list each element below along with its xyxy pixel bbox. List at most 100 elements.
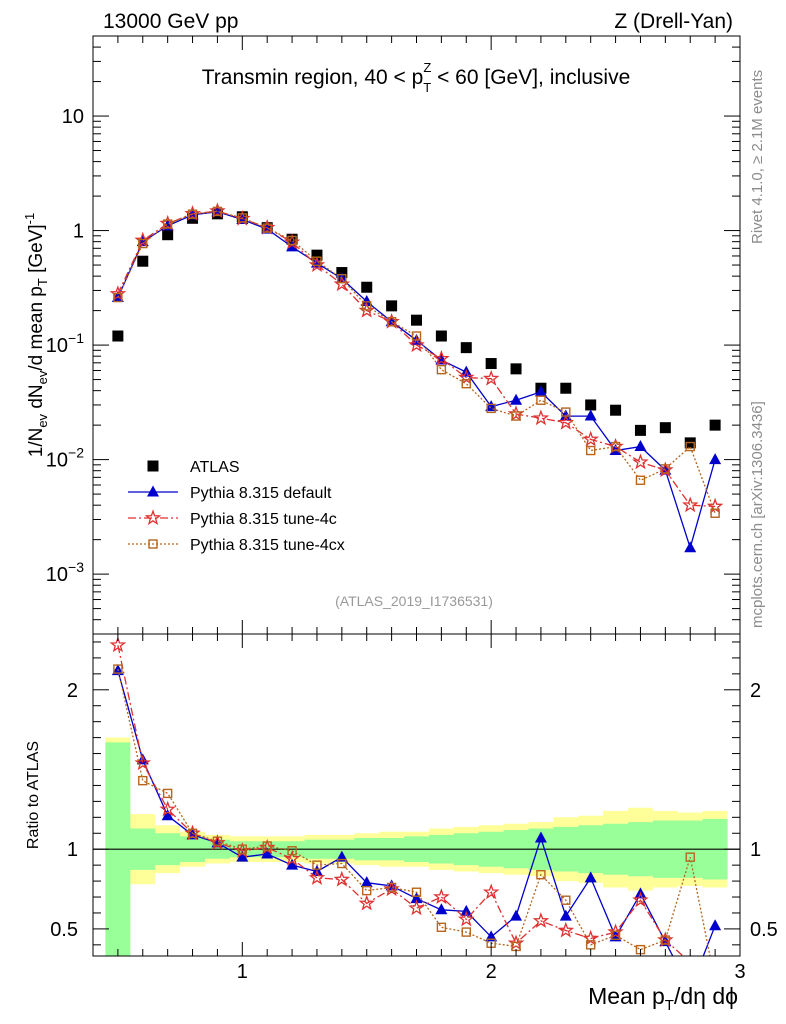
- plot-title: Transmin region, 40 < pZ T < 60 [GeV], in…: [202, 60, 631, 95]
- ratio-point: [287, 846, 297, 856]
- data-point: [632, 453, 649, 470]
- main-data-layer: [109, 202, 724, 553]
- data-point: [209, 202, 226, 219]
- ratio-point: [212, 836, 223, 846]
- ratio-point: [308, 869, 326, 885]
- ratio-point: [689, 953, 692, 956]
- ratio-point: [435, 903, 448, 915]
- ratio-y-tick-label: 2: [67, 680, 78, 702]
- ratio-frame: [92, 633, 741, 957]
- data-point: [660, 464, 671, 474]
- ratio-point: [333, 870, 351, 887]
- legend-item: Pythia 8.315 default: [128, 485, 332, 502]
- data-point: [534, 385, 547, 397]
- ratio-point: [187, 828, 198, 838]
- data-point: [138, 238, 148, 249]
- legend-label: Pythia 8.315 default: [190, 485, 332, 502]
- data-point: [308, 256, 326, 273]
- ratio-point: [461, 927, 471, 937]
- ratio-series-clip: [109, 636, 722, 982]
- ratio-point: [162, 788, 173, 799]
- data-point: [681, 496, 699, 513]
- ratio-point: [559, 909, 572, 921]
- ratio-y-tick-label: 0.5: [50, 919, 78, 941]
- data-point: [286, 233, 298, 245]
- data-point: [485, 400, 498, 412]
- data-point: [113, 292, 123, 303]
- ratio-point: [482, 883, 500, 900]
- data-point: [435, 330, 447, 342]
- data-point: [411, 331, 422, 341]
- ratio-point: [262, 841, 272, 851]
- data-point: [536, 395, 546, 405]
- data-point: [311, 249, 323, 261]
- ratio-point: [557, 921, 575, 938]
- data-point: [684, 541, 697, 553]
- data-point: [162, 229, 174, 241]
- data-point: [582, 430, 600, 447]
- data-point: [634, 424, 646, 436]
- data-point: [585, 445, 596, 456]
- data-point: [360, 295, 373, 307]
- data-point: [337, 273, 347, 284]
- data-point: [212, 206, 223, 217]
- data-point: [709, 453, 722, 465]
- plot-title-sub: T: [423, 80, 431, 95]
- data-point: [685, 441, 695, 452]
- ratio-point: [362, 885, 372, 896]
- y-tick-label: 10: [62, 106, 84, 128]
- data-point: [383, 313, 400, 329]
- data-point: [561, 407, 571, 417]
- ratio-y-tick-label-right: 1: [750, 839, 761, 861]
- ratio-point: [632, 891, 649, 908]
- ratio-point: [709, 970, 722, 982]
- ratio-point: [337, 858, 347, 869]
- ratio-point: [138, 775, 148, 786]
- ratio-point: [585, 940, 596, 950]
- ratio-point: [184, 824, 201, 841]
- data-point: [634, 440, 647, 452]
- ratio-point: [411, 887, 422, 897]
- main-series-clip: [109, 202, 724, 553]
- ratio-point: [410, 892, 423, 904]
- y-tick-label: 1: [73, 221, 84, 243]
- ratio-point: [536, 870, 546, 880]
- data-point: [610, 404, 622, 416]
- data-point: [585, 399, 597, 411]
- ratio-axes: 0.5 0.5 1 1 2 2 1 2 3: [50, 634, 778, 983]
- ratio-point: [159, 800, 176, 817]
- ratio-point: [237, 844, 248, 854]
- data-point: [461, 379, 471, 389]
- legend-label: Pythia 8.315 tune-4cx: [190, 537, 345, 554]
- rivet-version-label: Rivet 4.1.0, ≥ 2.1M events: [749, 70, 766, 244]
- data-point: [361, 281, 373, 293]
- data-point: [482, 369, 500, 386]
- data-point: [510, 393, 523, 405]
- ratio-point: [532, 912, 550, 928]
- data-point: [486, 403, 496, 414]
- plot-title-post: < 60 [GeV], inclusive: [431, 66, 630, 89]
- y-tick-label: 10−1: [46, 330, 84, 357]
- data-point: [287, 235, 297, 246]
- data-point: [635, 475, 646, 485]
- ratio-uncertainty-bands: [93, 737, 740, 956]
- data-point: [507, 405, 525, 422]
- header-right: Z (Drell-Yan): [614, 10, 733, 33]
- data-point: [659, 422, 671, 434]
- data-point: [137, 255, 149, 267]
- ratio-point: [161, 809, 174, 821]
- legend-item: Pythia 8.315 tune-4cx: [128, 537, 345, 554]
- legend-marker: [147, 485, 159, 497]
- data-point: [258, 219, 276, 235]
- x-tick-label: 1: [237, 961, 248, 983]
- ratio-point: [561, 895, 571, 905]
- ratio-point: [433, 888, 450, 905]
- ratio-point: [657, 931, 674, 948]
- ratio-point: [408, 899, 425, 916]
- ratio-line: [117, 668, 711, 956]
- ratio-data-layer: [109, 636, 722, 982]
- ratio-series-pythia-8-315-tune-4cx: [113, 664, 711, 956]
- ratio-y-tick-label-right: 0.5: [750, 919, 778, 941]
- main-panel: 10 1 10−1 10−2 10−3 Transmin region, 40 < pZ…: [22, 35, 741, 635]
